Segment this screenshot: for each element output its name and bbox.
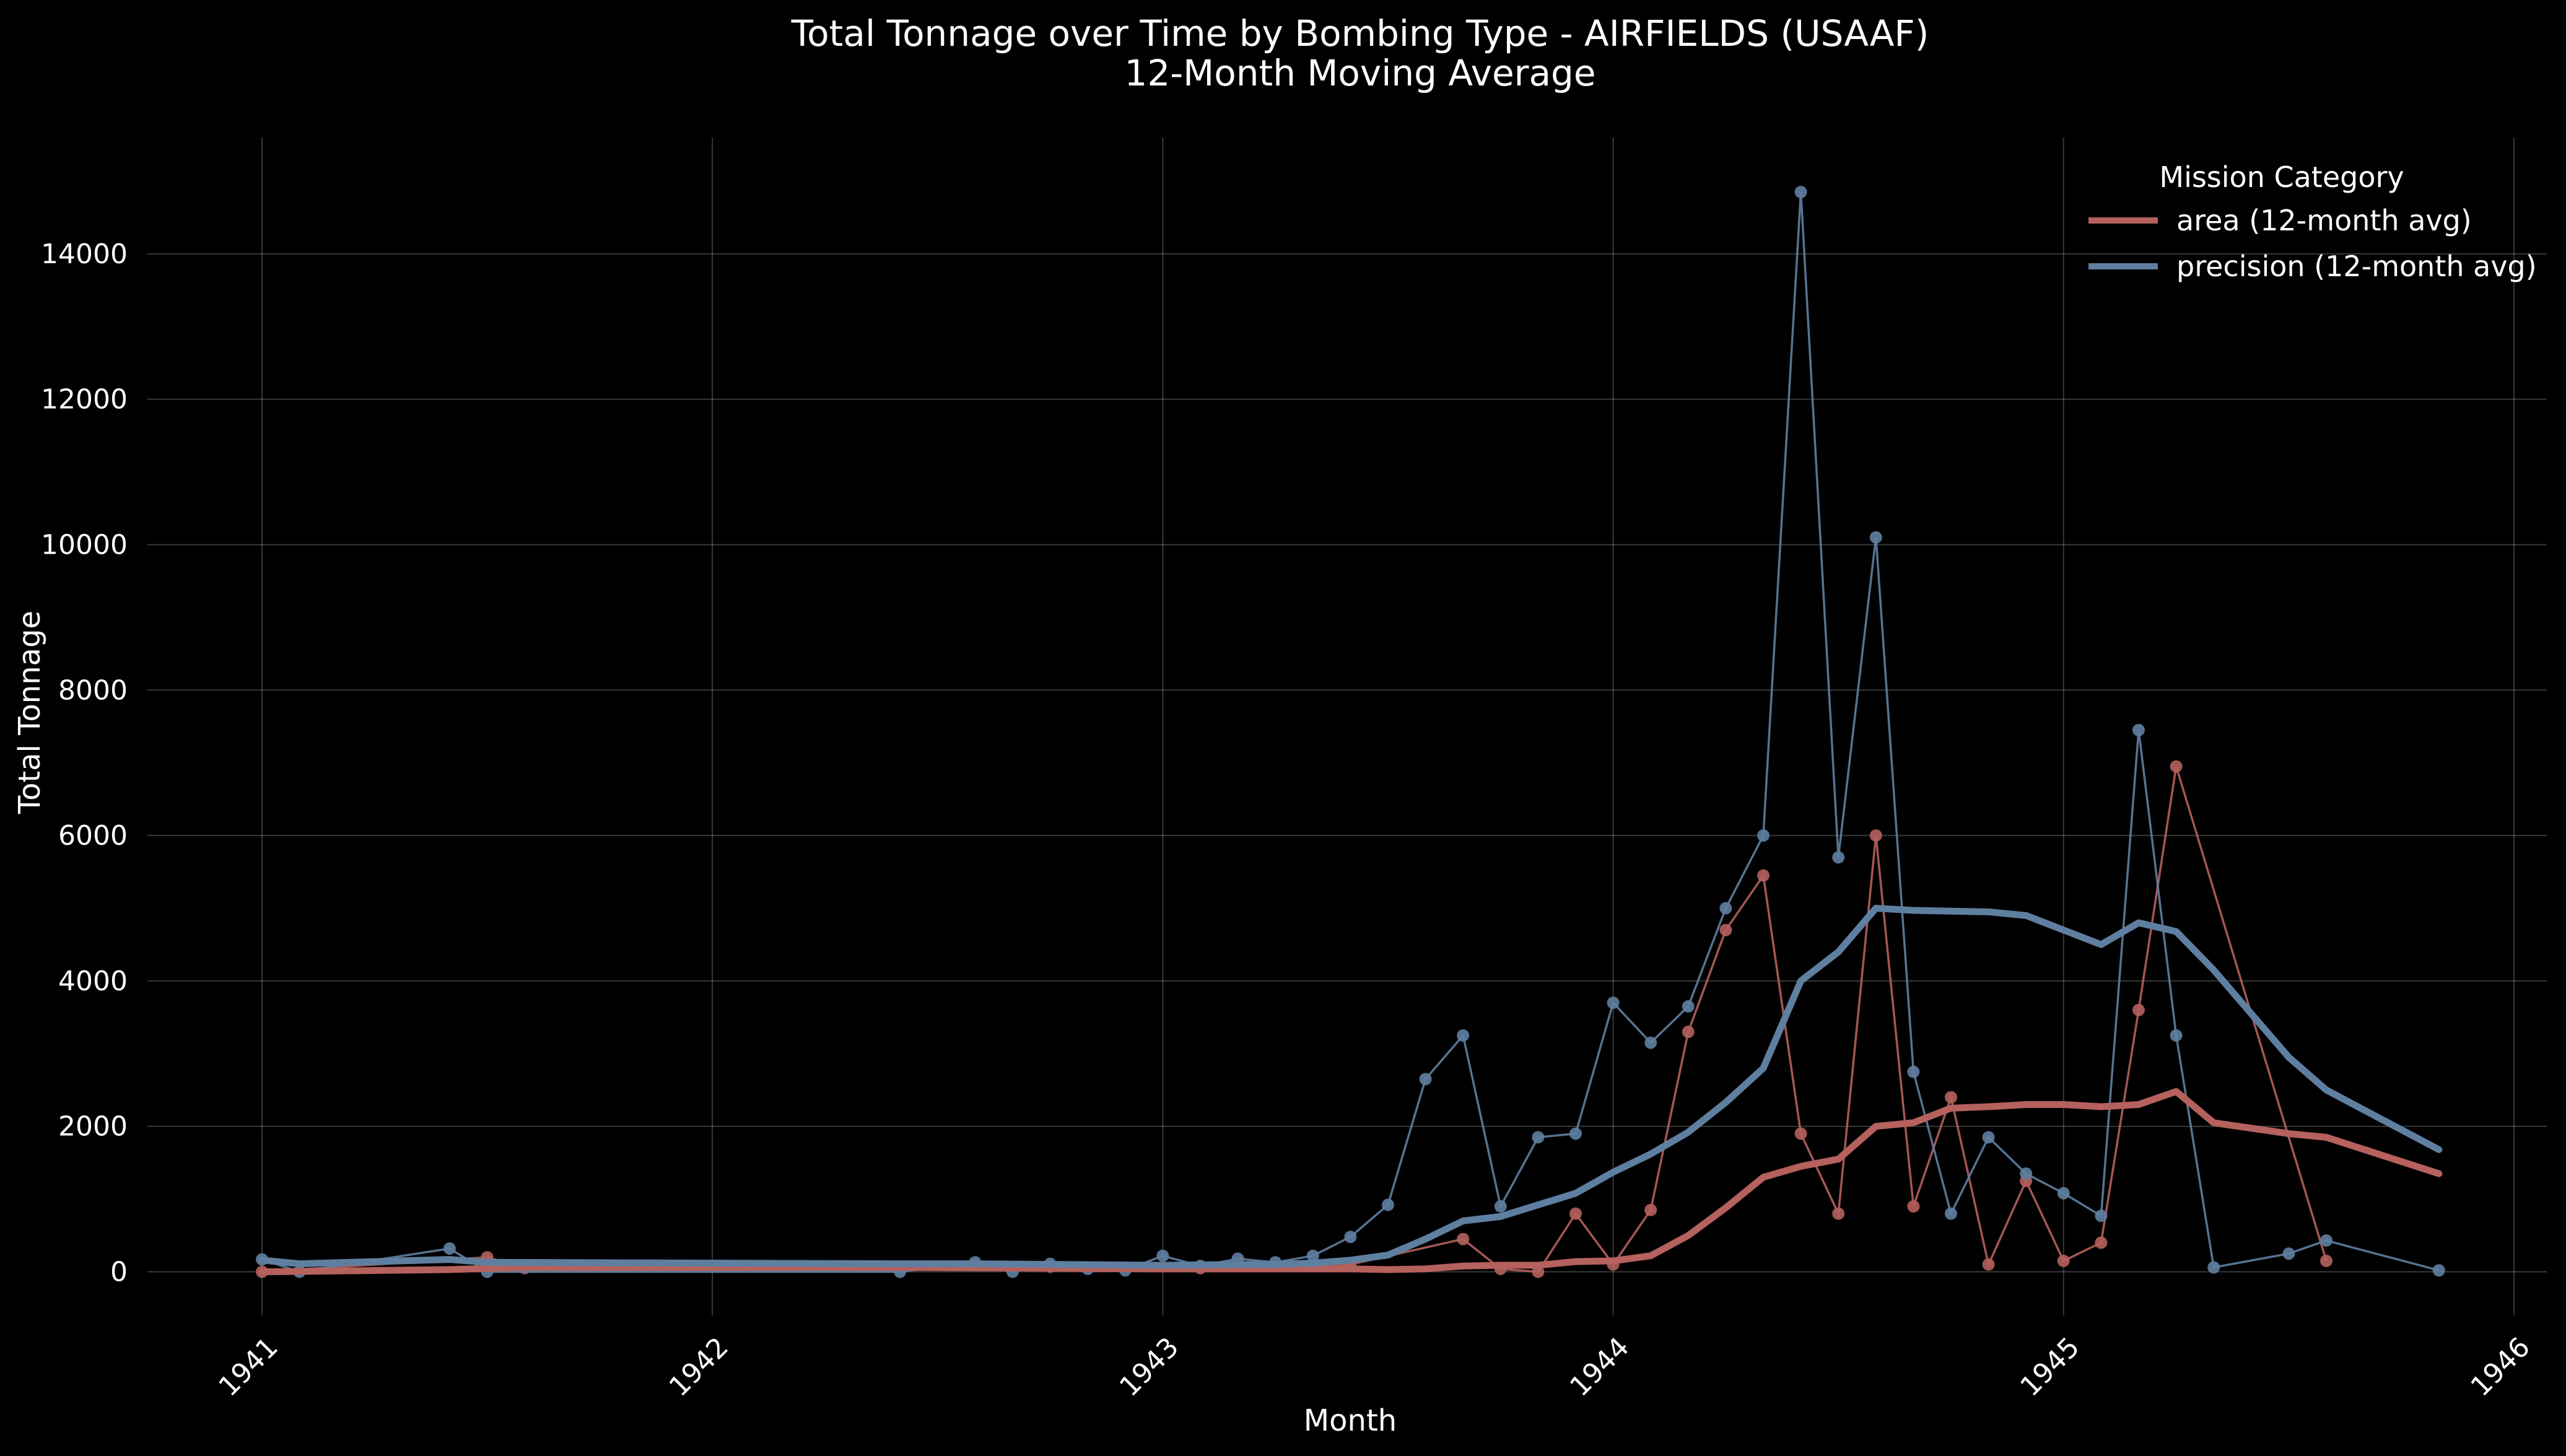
grid bbox=[147, 137, 2547, 1315]
data-point bbox=[1945, 1091, 1957, 1104]
data-point bbox=[1532, 1131, 1545, 1144]
y-tick-label: 8000 bbox=[58, 674, 128, 706]
data-point bbox=[1494, 1200, 1507, 1213]
legend-label-area: area (12-month avg) bbox=[2176, 204, 2472, 237]
data-point bbox=[1457, 1029, 1470, 1042]
data-point bbox=[2170, 1029, 2183, 1042]
data-point bbox=[2207, 1261, 2220, 1274]
legend-label-precision: precision (12-month avg) bbox=[2176, 250, 2537, 283]
series-avg-line-1 bbox=[258, 905, 2443, 1269]
data-point bbox=[1682, 1000, 1695, 1013]
data-point bbox=[1644, 1203, 1657, 1216]
x-axis-label: Month bbox=[1304, 1403, 1397, 1438]
data-point bbox=[1794, 1127, 1807, 1140]
data-point bbox=[1569, 1207, 1582, 1220]
data-point bbox=[2095, 1236, 2108, 1249]
data-point bbox=[2432, 1264, 2445, 1277]
y-tick-label: 4000 bbox=[58, 966, 128, 997]
data-point bbox=[1344, 1231, 1357, 1244]
data-point bbox=[1719, 923, 1732, 936]
legend: Mission Category area (12-month avg) pre… bbox=[2088, 160, 2537, 283]
data-point bbox=[2132, 723, 2145, 736]
data-point bbox=[1457, 1232, 1470, 1245]
chart-title: Total Tonnage over Time by Bombing Type … bbox=[791, 12, 1929, 54]
data-point bbox=[1945, 1207, 1957, 1220]
data-point bbox=[1719, 902, 1732, 915]
data-point bbox=[1382, 1198, 1394, 1211]
y-tick-label: 10000 bbox=[41, 529, 128, 560]
data-point bbox=[2095, 1210, 2108, 1223]
data-point bbox=[1607, 996, 1620, 1009]
data-point bbox=[1757, 869, 1770, 882]
y-tick-label: 12000 bbox=[41, 384, 128, 416]
data-point bbox=[1832, 1207, 1845, 1220]
data-point bbox=[1907, 1200, 1920, 1213]
data-point bbox=[1532, 1265, 1545, 1278]
data-point bbox=[1982, 1131, 1995, 1144]
data-point bbox=[1644, 1036, 1657, 1049]
data-point bbox=[1306, 1249, 1319, 1262]
series-avg-line-0 bbox=[258, 1088, 2443, 1276]
data-point bbox=[443, 1242, 456, 1255]
data-point bbox=[2057, 1187, 2070, 1200]
data-point bbox=[2170, 760, 2183, 773]
data-point bbox=[1682, 1026, 1695, 1039]
legend-title: Mission Category bbox=[2159, 160, 2404, 194]
data-point bbox=[2020, 1167, 2033, 1180]
data-point bbox=[1982, 1258, 1995, 1271]
y-tick-label: 14000 bbox=[41, 238, 128, 270]
y-axis-label: Total Tonnage bbox=[12, 611, 47, 814]
data-point bbox=[1869, 829, 1882, 842]
data-point bbox=[2282, 1247, 2295, 1260]
data-point bbox=[2320, 1234, 2333, 1247]
y-tick-label: 6000 bbox=[58, 820, 128, 852]
data-point bbox=[1757, 829, 1770, 842]
data-point bbox=[1869, 531, 1882, 544]
data-point bbox=[2132, 1003, 2145, 1016]
data-point bbox=[1419, 1073, 1432, 1086]
data-point bbox=[1832, 851, 1845, 864]
data-point bbox=[1156, 1249, 1169, 1262]
series-layer bbox=[256, 186, 2445, 1278]
chart-subtitle: 12-Month Moving Average bbox=[1124, 52, 1595, 94]
data-point bbox=[2320, 1254, 2333, 1267]
y-tick-label: 2000 bbox=[58, 1111, 128, 1143]
data-point bbox=[2057, 1254, 2070, 1267]
data-point bbox=[1794, 186, 1807, 199]
data-point bbox=[1907, 1065, 1920, 1078]
data-point bbox=[1569, 1127, 1582, 1140]
y-tick-label: 0 bbox=[110, 1257, 128, 1288]
